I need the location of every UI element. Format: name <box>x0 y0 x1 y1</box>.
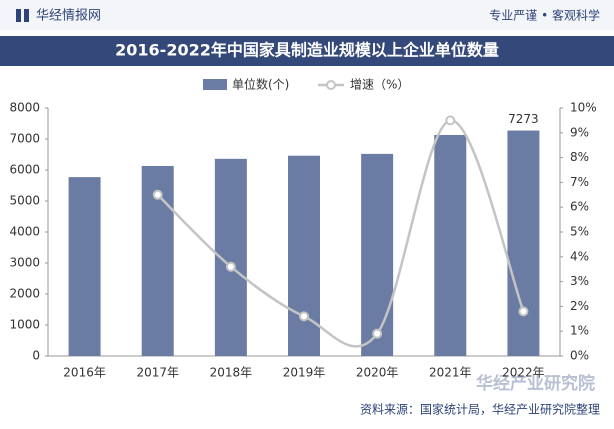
y-tick-label: 6000 <box>9 163 40 177</box>
source: 资料来源：国家统计局，华经产业研究院整理 <box>360 402 600 417</box>
x-tick-label: 2021年 <box>429 366 472 380</box>
y-tick-label: 3000 <box>9 256 40 270</box>
y2-tick-label: 0% <box>570 349 589 363</box>
y-tick-label: 5000 <box>9 194 40 208</box>
y-tick-label: 0 <box>32 349 40 363</box>
title-band <box>0 36 614 66</box>
x-tick-label: 2022年 <box>502 366 545 380</box>
chart-title: 2016-2022年中国家具制造业规模以上企业单位数量 <box>115 41 499 60</box>
x-tick-label: 2020年 <box>356 366 399 380</box>
y2-tick-label: 2% <box>570 299 589 313</box>
watermark: 华经产业研究院 <box>476 373 595 394</box>
y2-tick-label: 9% <box>570 125 589 139</box>
x-tick-label: 2019年 <box>283 366 326 380</box>
y-tick-label: 1000 <box>9 318 40 332</box>
header-bar <box>0 0 614 30</box>
growth-marker <box>518 306 529 317</box>
y-tick-label: 8000 <box>9 101 40 115</box>
brand: 华经情报网 <box>36 9 101 24</box>
y2-tick-label: 8% <box>570 150 589 164</box>
legend-marker <box>326 80 336 90</box>
logo-icon <box>24 9 29 22</box>
growth-marker <box>225 261 236 272</box>
legend-label: 增速（%） <box>350 78 409 92</box>
y-tick-label: 2000 <box>9 287 40 301</box>
y-tick-label: 4000 <box>9 225 40 239</box>
bar <box>507 130 540 356</box>
y2-tick-label: 5% <box>570 225 589 239</box>
y2-tick-label: 4% <box>570 249 589 263</box>
y2-tick-label: 3% <box>570 274 589 288</box>
slogan: 专业严谨 • 客观科学 <box>489 8 600 23</box>
bar <box>434 134 467 356</box>
growth-marker <box>372 328 383 339</box>
bar <box>361 153 394 356</box>
growth-line <box>156 119 525 348</box>
y2-tick-label: 10% <box>570 101 597 115</box>
y-tick-label: 7000 <box>9 132 40 146</box>
logo-icon <box>16 9 21 22</box>
legend-swatch <box>203 79 227 90</box>
legend-label: 单位数(个) <box>232 77 289 92</box>
growth-marker <box>152 189 163 200</box>
y2-tick-label: 7% <box>570 175 589 189</box>
bar <box>288 155 320 356</box>
data-label: 7273 <box>508 112 539 126</box>
bar <box>68 177 101 356</box>
x-tick-label: 2017年 <box>136 366 179 380</box>
x-tick-label: 2018年 <box>210 366 253 380</box>
growth-marker <box>299 311 309 322</box>
x-tick-label: 2016年 <box>63 366 106 380</box>
y2-tick-label: 6% <box>570 200 589 214</box>
growth-marker <box>445 115 456 126</box>
y2-tick-label: 1% <box>570 324 589 338</box>
